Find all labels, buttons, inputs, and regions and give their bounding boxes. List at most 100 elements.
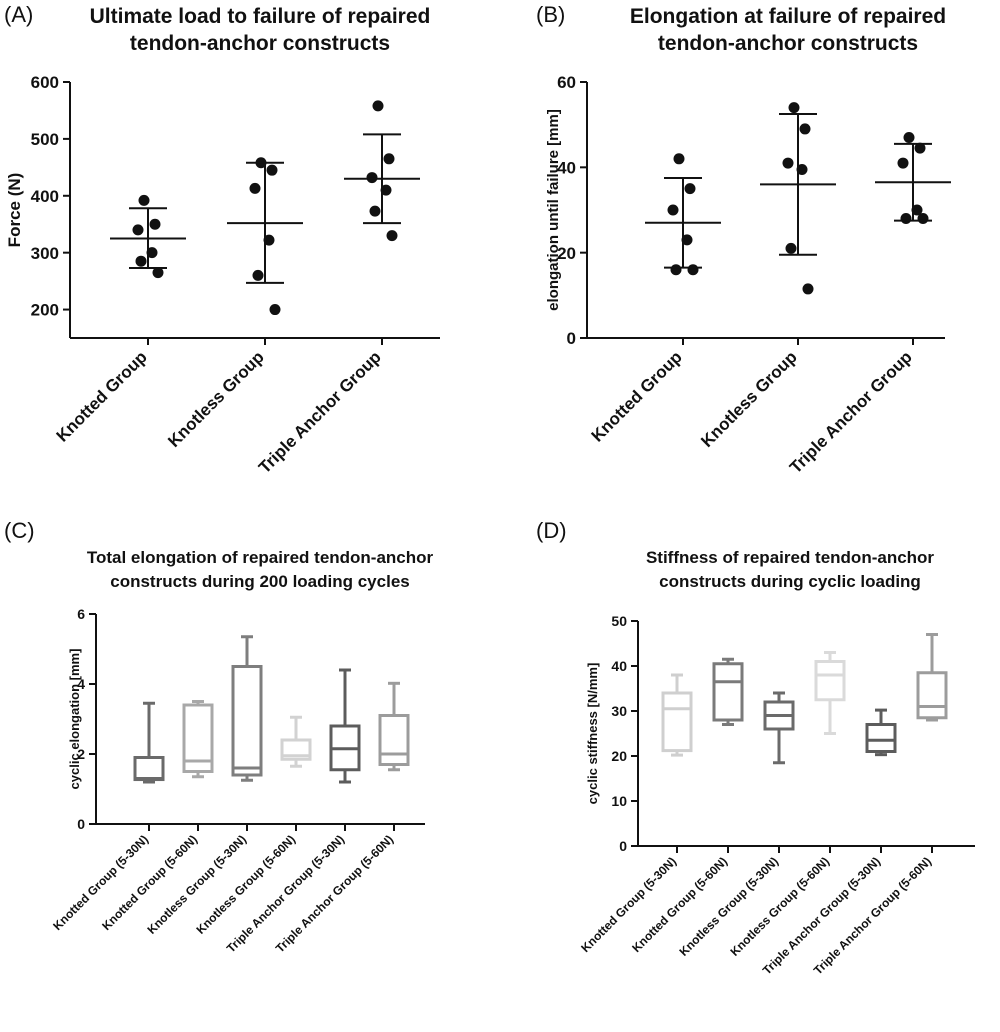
data-point xyxy=(903,131,915,143)
y-tick-label: 0 xyxy=(567,329,576,348)
x-tick-label: Knotted Group xyxy=(53,347,151,445)
box xyxy=(814,660,846,702)
x-tick-label: Knotless Group (5-60N) xyxy=(727,854,832,959)
box xyxy=(865,723,897,753)
y-tick-label: 500 xyxy=(31,130,59,149)
x-tick-label: Triple Anchor Group xyxy=(255,347,385,477)
chart-title: Ultimate load to failure of repaired ten… xyxy=(45,3,475,57)
x-tick-label: Knotted Group (5-30N) xyxy=(578,854,679,955)
x-tick-label: Knotless Group xyxy=(164,347,268,451)
data-point xyxy=(667,204,679,216)
data-point xyxy=(366,172,378,184)
data-point xyxy=(135,255,147,267)
x-tick-label: Knotless Group (5-30N) xyxy=(676,854,781,959)
y-tick-label: 0 xyxy=(77,816,85,832)
panel-label: (A) xyxy=(4,2,34,27)
y-tick-label: 600 xyxy=(31,73,59,92)
box xyxy=(378,714,410,766)
y-tick-label: 20 xyxy=(611,748,627,764)
panel-b: (B) Elongation at failure of repaired te… xyxy=(500,0,1000,515)
data-point xyxy=(266,164,278,176)
data-point xyxy=(269,304,281,316)
y-tick-label: 200 xyxy=(31,301,59,320)
data-point xyxy=(917,213,929,225)
box xyxy=(916,671,948,720)
box xyxy=(280,738,312,761)
chart-title-line-2: tendon-anchor constructs xyxy=(657,32,919,55)
x-tick-label: Knotless Group (5-60N) xyxy=(193,832,298,937)
data-point xyxy=(146,247,158,259)
panel-a: (A) Ultimate load to failure of repaired… xyxy=(0,0,500,515)
box xyxy=(661,691,693,753)
panel-label: (B) xyxy=(536,2,566,27)
data-point xyxy=(911,204,923,216)
chart-svg: 0 2 4 6 cyclic elongation [mm] Knotted Group … xyxy=(50,606,425,955)
y-tick-label: 2 xyxy=(77,746,85,762)
data-point xyxy=(152,267,164,279)
data-point xyxy=(782,157,794,169)
panel-label: (C) xyxy=(4,518,35,543)
data-point xyxy=(386,230,398,242)
y-tick-label: 40 xyxy=(611,658,627,674)
y-tick-label: 300 xyxy=(31,244,59,263)
x-tick-label: Knotted Group (5-60N) xyxy=(629,854,730,955)
data-point xyxy=(897,157,909,169)
x-tick-label: Triple Anchor Group xyxy=(786,347,916,477)
box xyxy=(133,756,165,782)
box xyxy=(712,662,744,722)
y-tick-label: 0 xyxy=(619,838,627,854)
data-point xyxy=(684,183,696,195)
panel-label: (D) xyxy=(536,518,567,543)
chart-title-line-2: constructs during 200 loading cycles xyxy=(110,572,410,591)
data-point xyxy=(802,283,814,295)
y-tick-label: 60 xyxy=(557,73,576,92)
box xyxy=(231,665,263,777)
x-tick-label: Knotless Group xyxy=(697,347,801,451)
data-point xyxy=(149,218,161,230)
data-point xyxy=(670,264,682,276)
x-tick-label: Knotted Group (5-30N) xyxy=(50,832,151,933)
data-point xyxy=(788,102,800,114)
y-tick-label: 400 xyxy=(31,187,59,206)
y-axis-label: Force (N) xyxy=(5,173,24,248)
data-point xyxy=(252,269,264,281)
y-tick-label: 6 xyxy=(77,606,85,622)
data-point xyxy=(369,205,381,217)
chart-title: Elongation at failure of repaired tendon… xyxy=(598,3,978,57)
box xyxy=(182,703,214,773)
y-axis-label: cyclic stiffness [N/mm] xyxy=(585,663,600,805)
x-tick-label: Knotless Group (5-30N) xyxy=(144,832,249,937)
chart-title-line-1: Stiffness of repaired tendon-anchor xyxy=(645,548,935,567)
data-point xyxy=(900,213,912,225)
data-point xyxy=(785,242,797,254)
y-tick-label: 30 xyxy=(611,703,627,719)
data-point xyxy=(914,142,926,154)
chart-title-line-2: constructs during cyclic loading xyxy=(659,572,921,591)
chart-svg: 0 10 20 30 40 50 cyclic stiffness [N/mm] Knotte… xyxy=(578,613,975,977)
chart-title-line-1: Elongation at failure of repaired xyxy=(629,5,947,28)
data-point xyxy=(383,153,395,165)
chart-title-line-1: Total elongation of repaired tendon-anch… xyxy=(86,548,434,567)
x-tick-label: Knotted Group xyxy=(588,347,686,445)
data-point xyxy=(138,194,150,206)
panel-d: (D) Stiffness of repaired tendon-anchor … xyxy=(500,515,1000,1032)
data-point xyxy=(687,264,699,276)
data-point xyxy=(249,182,261,194)
data-point xyxy=(799,123,811,135)
panel-c: (C) Total elongation of repaired tendon-… xyxy=(0,515,500,1032)
data-point xyxy=(380,184,392,196)
chart-title-line-1: Ultimate load to failure of repaired xyxy=(89,5,431,28)
data-point xyxy=(796,163,808,175)
y-tick-label: 4 xyxy=(77,676,85,692)
y-tick-label: 40 xyxy=(557,158,576,177)
data-point xyxy=(681,234,693,246)
chart-svg: 0 20 40 60 elongation until failure [mm] Knot… xyxy=(545,73,951,477)
data-point xyxy=(673,153,685,165)
y-axis-label: elongation until failure [mm] xyxy=(545,109,562,311)
data-point xyxy=(132,224,144,236)
chart-svg: 200 300 400 500 600 Force (N) Knotted Group Kno… xyxy=(5,73,440,477)
data-point xyxy=(263,234,275,246)
chart-title: Total elongation of repaired tendon-anch… xyxy=(40,546,480,594)
y-tick-label: 20 xyxy=(557,244,576,263)
data-point xyxy=(372,100,384,112)
